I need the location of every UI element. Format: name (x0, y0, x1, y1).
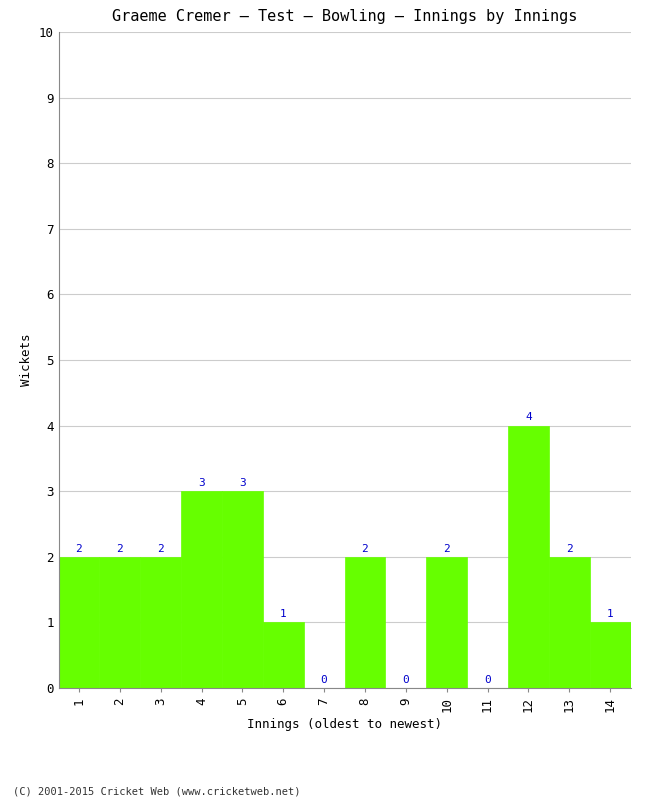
Text: 1: 1 (280, 609, 287, 619)
Bar (508, 426, 549, 688)
Text: 2: 2 (75, 543, 83, 554)
Title: Graeme Cremer – Test – Bowling – Innings by Innings: Graeme Cremer – Test – Bowling – Innings… (112, 9, 577, 24)
Bar (263, 622, 304, 688)
Text: 0: 0 (320, 674, 328, 685)
Text: 3: 3 (198, 478, 205, 488)
Bar (140, 557, 181, 688)
Bar (426, 557, 467, 688)
Text: 3: 3 (239, 478, 246, 488)
Text: 1: 1 (606, 609, 614, 619)
Text: 2: 2 (116, 543, 123, 554)
Text: 2: 2 (566, 543, 573, 554)
Text: 2: 2 (157, 543, 164, 554)
Bar (99, 557, 140, 688)
Bar (549, 557, 590, 688)
Text: 2: 2 (443, 543, 450, 554)
Text: 0: 0 (402, 674, 409, 685)
Text: 2: 2 (361, 543, 369, 554)
Y-axis label: Wickets: Wickets (20, 334, 33, 386)
X-axis label: Innings (oldest to newest): Innings (oldest to newest) (247, 718, 442, 730)
Bar (590, 622, 630, 688)
Bar (222, 491, 263, 688)
Bar (344, 557, 385, 688)
Text: (C) 2001-2015 Cricket Web (www.cricketweb.net): (C) 2001-2015 Cricket Web (www.cricketwe… (13, 786, 300, 796)
Text: 0: 0 (484, 674, 491, 685)
Bar (181, 491, 222, 688)
Text: 4: 4 (525, 412, 532, 422)
Bar (58, 557, 99, 688)
